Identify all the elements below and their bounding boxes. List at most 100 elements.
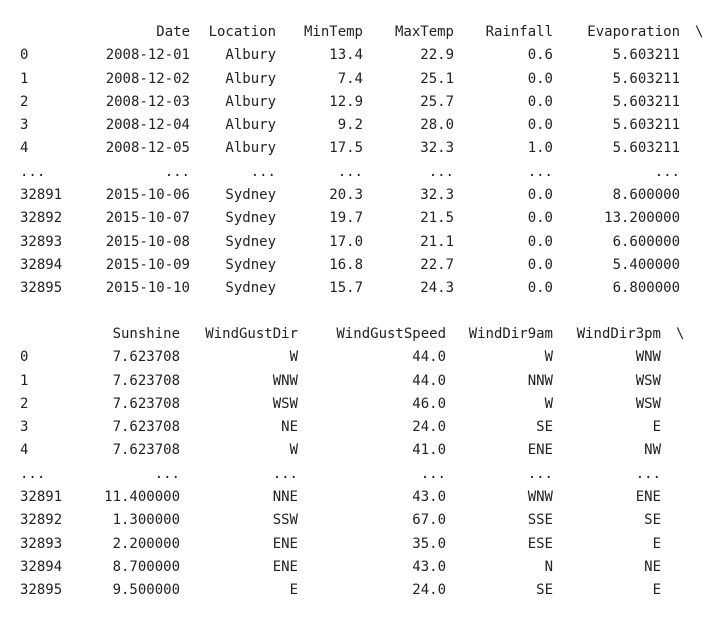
table-cell: SE bbox=[536, 419, 553, 436]
table-cell: WNW bbox=[527, 489, 553, 506]
table-cell: 41.0 bbox=[412, 442, 446, 459]
row-index: 0 bbox=[20, 47, 29, 64]
table-cell: ... bbox=[154, 465, 180, 482]
table-cell: ... bbox=[337, 163, 363, 180]
table-cell: Sydney bbox=[225, 210, 276, 227]
table-cell: 20.3 bbox=[329, 187, 363, 204]
table-cell: 22.9 bbox=[420, 47, 454, 64]
row-index: ... bbox=[20, 163, 46, 180]
table-row: 2 2008-12-03 Albury 12.9 25.7 0.0 5.603211 bbox=[0, 91, 727, 114]
table-cell: 21.5 bbox=[420, 210, 454, 227]
table-cell: Sydney bbox=[225, 256, 276, 273]
row-index: 32894 bbox=[20, 558, 63, 575]
row-index: 1 bbox=[20, 372, 29, 389]
row-index: 32893 bbox=[20, 535, 63, 552]
table-cell: ENE bbox=[527, 442, 553, 459]
table-cell: 24.3 bbox=[420, 280, 454, 297]
table-cell: MinTemp bbox=[303, 24, 363, 40]
table-cell: W bbox=[544, 349, 553, 366]
table-cell: 0.0 bbox=[527, 210, 553, 227]
table-cell: 2008-12-05 bbox=[105, 140, 190, 157]
table-cell: 67.0 bbox=[412, 512, 446, 529]
table-cell: 5.603211 bbox=[612, 140, 680, 157]
table-row: 0 7.623708 W 44.0 W WNW bbox=[0, 346, 727, 369]
table-cell: 32.3 bbox=[420, 140, 454, 157]
table-cell: 21.1 bbox=[420, 233, 454, 250]
table-cell: 2008-12-04 bbox=[105, 117, 190, 134]
table-cell: 2008-12-03 bbox=[105, 93, 190, 110]
table-cell: 0.0 bbox=[527, 93, 553, 110]
table-cell: ... bbox=[420, 465, 446, 482]
table-cell: ENE bbox=[635, 489, 661, 506]
table-cell: SSE bbox=[527, 512, 553, 529]
row-index: 2 bbox=[20, 395, 29, 412]
table-cell: 22.7 bbox=[420, 256, 454, 273]
table-cell: 8.700000 bbox=[112, 558, 180, 575]
table-cell: WSW bbox=[635, 372, 661, 389]
table-cell: ... bbox=[164, 163, 190, 180]
table-cell: ... bbox=[272, 465, 298, 482]
table-cell: 1.0 bbox=[527, 140, 553, 157]
table-cell: 6.600000 bbox=[612, 233, 680, 250]
table-cell: WindDir3pm bbox=[576, 326, 661, 342]
table-cell: ENE bbox=[272, 558, 298, 575]
table-cell: 24.0 bbox=[412, 419, 446, 436]
table-cell: 2008-12-01 bbox=[105, 47, 190, 64]
table-cell: ... bbox=[527, 465, 553, 482]
table-cell: 5.603211 bbox=[612, 47, 680, 64]
table-cell: 7.623708 bbox=[112, 395, 180, 412]
table-cell: SE bbox=[644, 512, 661, 529]
table-cell: E bbox=[652, 419, 661, 436]
table-row: 32894 8.700000 ENE 43.0 N NE bbox=[0, 556, 727, 579]
table-row: 32891 2015-10-06 Sydney 20.3 32.3 0.0 8.600000 bbox=[0, 184, 727, 207]
dataframe-block-2: Sunshine WindGustDir WindGustSpeed WindDir9… bbox=[0, 323, 727, 603]
table-cell: Location bbox=[208, 24, 276, 40]
table-row: 0 2008-12-01 Albury 13.4 22.9 0.6 5.603211 bbox=[0, 44, 727, 67]
table-row: 32893 2.200000 ENE 35.0 ESE E bbox=[0, 533, 727, 556]
table-cell: E bbox=[652, 535, 661, 552]
row-index: 32893 bbox=[20, 233, 63, 250]
row-index: 3 bbox=[20, 117, 29, 134]
table-cell: Date bbox=[156, 24, 190, 40]
table-cell: \ bbox=[676, 326, 685, 342]
table-row: 32891 11.400000 NNE 43.0 WNW ENE bbox=[0, 486, 727, 509]
table-cell: Albury bbox=[225, 93, 276, 110]
table-cell: 5.603211 bbox=[612, 70, 680, 87]
table-cell: WNW bbox=[635, 349, 661, 366]
table-row: 4 2008-12-05 Albury 17.5 32.3 1.0 5.603211 bbox=[0, 137, 727, 160]
table-row: 32894 2015-10-09 Sydney 16.8 22.7 0.0 5.400000 bbox=[0, 254, 727, 277]
table-cell: Albury bbox=[225, 117, 276, 134]
table-cell: 44.0 bbox=[412, 349, 446, 366]
table-cell: Rainfall bbox=[485, 24, 553, 40]
table-cell: 0.0 bbox=[527, 256, 553, 273]
table-row: 32895 2015-10-10 Sydney 15.7 24.3 0.0 6.800000 bbox=[0, 277, 727, 300]
table-cell: SSW bbox=[272, 512, 298, 529]
table-cell: E bbox=[652, 582, 661, 599]
table-cell: Sunshine bbox=[112, 326, 180, 342]
row-index: 1 bbox=[20, 70, 29, 87]
table-cell: Sydney bbox=[225, 187, 276, 204]
table-cell: Albury bbox=[225, 70, 276, 87]
table-cell: MaxTemp bbox=[394, 24, 454, 40]
table-row: ..................... bbox=[0, 161, 727, 184]
table-cell: ENE bbox=[272, 535, 298, 552]
column-header-row: Date Location MinTemp MaxTemp Rainfall Evapor… bbox=[0, 21, 727, 44]
table-cell: NE bbox=[281, 419, 298, 436]
table-cell: 6.800000 bbox=[612, 280, 680, 297]
table-cell: 44.0 bbox=[412, 372, 446, 389]
table-cell: 2015-10-08 bbox=[105, 233, 190, 250]
table-cell: WindDir9am bbox=[468, 326, 553, 342]
table-cell: 25.1 bbox=[420, 70, 454, 87]
table-cell: Albury bbox=[225, 140, 276, 157]
table-cell: 12.9 bbox=[329, 93, 363, 110]
row-index: 32891 bbox=[20, 489, 63, 506]
table-cell: Evaporation bbox=[587, 24, 680, 40]
row-index: 32892 bbox=[20, 210, 63, 227]
table-cell: W bbox=[289, 349, 298, 366]
table-cell: Albury bbox=[225, 47, 276, 64]
table-cell: 0.0 bbox=[527, 233, 553, 250]
table-cell: NE bbox=[644, 558, 661, 575]
table-cell: 7.623708 bbox=[112, 349, 180, 366]
table-cell: 25.7 bbox=[420, 93, 454, 110]
table-cell: 8.600000 bbox=[612, 187, 680, 204]
